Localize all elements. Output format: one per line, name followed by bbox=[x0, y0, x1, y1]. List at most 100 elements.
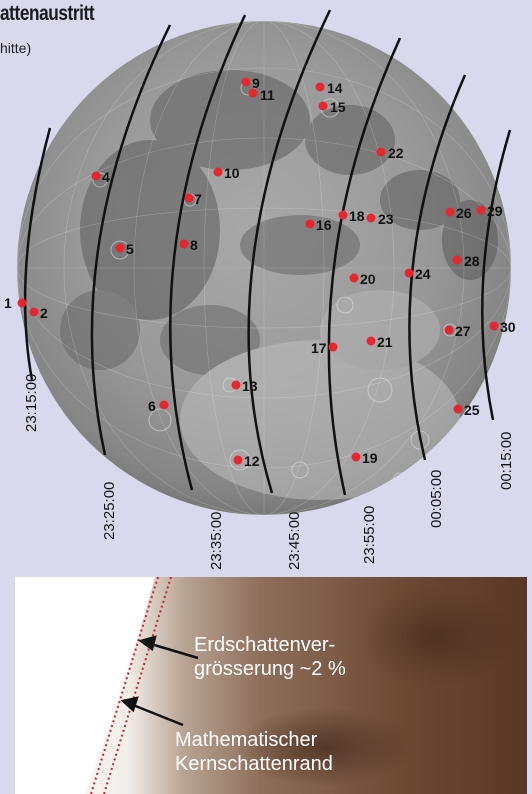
crater-dot bbox=[452, 255, 462, 265]
time-label: 23:35:00 bbox=[208, 512, 225, 570]
crater-label: 9 bbox=[252, 75, 260, 91]
time-label: 23:25:00 bbox=[101, 482, 118, 540]
inset-image bbox=[15, 577, 527, 794]
crater-marker-9: 9 bbox=[241, 75, 260, 91]
shadow-boundary-arcs bbox=[23, 9, 512, 496]
crater-dot bbox=[233, 455, 243, 465]
crater-dot bbox=[305, 219, 315, 229]
crater-dot bbox=[248, 88, 258, 98]
crater-label: 22 bbox=[388, 145, 404, 161]
crater-marker-20: 20 bbox=[349, 271, 376, 287]
crater-dot bbox=[404, 268, 414, 278]
crater-marker-29: 29 bbox=[476, 203, 503, 219]
boundary-arc-23-15 bbox=[23, 127, 52, 381]
crater-label: 28 bbox=[464, 253, 480, 269]
crater-marker-11: 11 bbox=[248, 87, 275, 103]
crater-marker-10: 10 bbox=[213, 165, 240, 181]
crater-dot bbox=[445, 207, 455, 217]
crater-dot bbox=[351, 452, 361, 462]
crater-marker-15: 15 bbox=[318, 99, 346, 115]
crater-marker-14: 14 bbox=[315, 80, 343, 96]
crater-dot bbox=[338, 210, 348, 220]
crater-label: 26 bbox=[456, 205, 472, 221]
crater-marker-4: 4 bbox=[91, 169, 110, 185]
moon-diagram: 1245678910111213141516171819202122232425… bbox=[4, 9, 516, 570]
crater-label: 24 bbox=[415, 266, 431, 282]
crater-label: 29 bbox=[487, 203, 503, 219]
crater-dot bbox=[489, 321, 499, 331]
crater-label: 20 bbox=[360, 271, 376, 287]
crater-dot bbox=[231, 380, 241, 390]
page-title: attenaustritt bbox=[0, 2, 95, 25]
crater-marker-18: 18 bbox=[338, 208, 365, 224]
crater-dot bbox=[213, 167, 223, 177]
time-label: 23:55:00 bbox=[361, 506, 378, 564]
crater-label: 16 bbox=[316, 217, 332, 233]
crater-dot bbox=[241, 77, 251, 87]
crater-label: 5 bbox=[126, 241, 134, 257]
crater-dot bbox=[318, 101, 328, 111]
crater-label: 11 bbox=[260, 87, 275, 103]
crater-marker-23: 23 bbox=[366, 211, 394, 227]
boundary-arc-00-05 bbox=[408, 74, 467, 461]
crater-dot bbox=[17, 298, 27, 308]
crater-dot bbox=[184, 193, 194, 203]
crater-dot bbox=[115, 243, 125, 253]
crater-label: 23 bbox=[378, 211, 394, 227]
inset-label-mathematical: Mathematischer Kernschattenrand bbox=[175, 729, 333, 775]
crater-marker-17: 17 bbox=[311, 340, 338, 356]
crater-dot bbox=[366, 213, 376, 223]
crater-label: 21 bbox=[377, 334, 393, 350]
crater-dot bbox=[179, 239, 189, 249]
inset-arrows bbox=[120, 635, 199, 727]
crater-marker-28: 28 bbox=[452, 253, 480, 269]
crater-marker-5: 5 bbox=[115, 241, 134, 257]
boundary-arc-23-55 bbox=[327, 37, 402, 496]
shadow-edge-inset: Erdschattenver- grösserung ~2 % Mathemat… bbox=[15, 577, 527, 794]
crater-marker-16: 16 bbox=[305, 217, 332, 233]
crater-marker-30: 30 bbox=[489, 319, 516, 335]
crater-marker-24: 24 bbox=[404, 266, 431, 282]
crater-marker-25: 25 bbox=[453, 402, 480, 418]
crater-label: 14 bbox=[327, 80, 343, 96]
crater-dot bbox=[453, 404, 463, 414]
crater-dot bbox=[349, 273, 359, 283]
boundary-arc-00-15 bbox=[481, 129, 512, 421]
page-subtitle: hitte) bbox=[0, 40, 32, 56]
crater-marker-1: 1 bbox=[4, 295, 27, 311]
crater-dot bbox=[159, 400, 169, 410]
crater-marker-7: 7 bbox=[184, 191, 202, 207]
crater-label: 10 bbox=[224, 165, 240, 181]
crater-marker-19: 19 bbox=[351, 450, 378, 466]
crater-dot bbox=[444, 325, 454, 335]
crater-dot bbox=[29, 307, 39, 317]
crater-marker-8: 8 bbox=[179, 237, 198, 253]
crater-label: 25 bbox=[464, 402, 480, 418]
crater-label: 30 bbox=[500, 319, 516, 335]
inset-label-enlargement: Erdschattenver- grösserung ~2 % bbox=[194, 634, 346, 680]
crater-marker-2: 2 bbox=[29, 305, 48, 321]
crater-marker-6: 6 bbox=[148, 398, 169, 414]
crater-label: 4 bbox=[102, 169, 110, 185]
time-label: 23:15:00 bbox=[23, 374, 40, 432]
crater-label: 7 bbox=[194, 191, 202, 207]
crater-label: 12 bbox=[244, 453, 260, 469]
crater-label: 6 bbox=[148, 398, 156, 414]
boundary-arc-23-25 bbox=[90, 24, 172, 456]
time-label: 00:15:00 bbox=[498, 432, 515, 490]
crater-dot bbox=[91, 171, 101, 181]
crater-label: 18 bbox=[349, 208, 365, 224]
crater-label: 8 bbox=[190, 237, 198, 253]
crater-dot bbox=[476, 205, 486, 215]
crater-marker-21: 21 bbox=[366, 334, 393, 350]
crater-dot bbox=[328, 342, 338, 352]
crater-label: 27 bbox=[455, 323, 471, 339]
crater-label: 17 bbox=[311, 340, 327, 356]
crater-label: 1 bbox=[4, 295, 12, 311]
boundary-arc-23-45 bbox=[247, 9, 332, 494]
crater-label: 2 bbox=[40, 305, 48, 321]
crater-label: 15 bbox=[330, 99, 346, 115]
crater-marker-22: 22 bbox=[376, 145, 404, 161]
crater-label: 19 bbox=[362, 450, 378, 466]
crater-marker-26: 26 bbox=[445, 205, 472, 221]
